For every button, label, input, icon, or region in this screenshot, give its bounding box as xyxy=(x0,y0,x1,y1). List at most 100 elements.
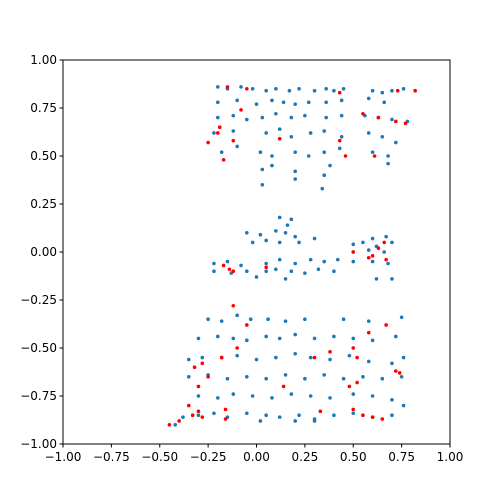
scatter-point xyxy=(322,259,327,264)
scatter-point xyxy=(254,275,259,279)
x-tick-label: −0.50 xyxy=(141,450,178,464)
scatter-point xyxy=(397,371,402,375)
scatter-point xyxy=(258,232,263,237)
y-tick-label: 1.00 xyxy=(30,53,57,67)
scatter-point xyxy=(339,135,344,139)
scatter-point xyxy=(332,269,336,274)
scatter-point xyxy=(380,90,385,95)
scatter-point xyxy=(351,411,356,416)
scatter-point xyxy=(413,88,417,93)
scatter-point xyxy=(221,263,226,268)
scatter-point xyxy=(274,229,278,233)
scatter-point xyxy=(223,407,228,412)
scatter-point xyxy=(366,255,371,260)
scatter-point xyxy=(370,150,375,154)
scatter-point xyxy=(324,115,328,120)
scatter-point xyxy=(264,265,268,270)
scatter-point xyxy=(200,415,205,419)
scatter-point xyxy=(186,403,191,408)
scatter-point xyxy=(245,231,249,235)
scatter-point xyxy=(231,129,236,133)
scatter-point xyxy=(370,259,375,264)
scatter-point xyxy=(351,250,356,254)
scatter-point xyxy=(355,380,359,385)
scatter-point xyxy=(250,394,255,398)
scatter-point xyxy=(283,277,288,281)
scatter-point xyxy=(167,423,172,427)
scatter-point xyxy=(318,409,323,414)
scatter-point xyxy=(328,163,332,168)
scatter-point xyxy=(245,411,249,416)
scatter-point xyxy=(245,87,249,91)
scatter-point xyxy=(245,338,249,343)
scatter-point xyxy=(289,217,294,222)
scatter-point xyxy=(277,215,282,220)
scatter-point xyxy=(196,409,201,414)
scatter-point xyxy=(390,88,394,93)
scatter-point xyxy=(347,353,352,358)
scatter-point xyxy=(366,319,371,323)
scatter-point xyxy=(297,87,301,91)
scatter-point xyxy=(293,419,298,423)
scatter-point xyxy=(370,236,375,241)
scatter-point xyxy=(337,90,342,95)
scatter-point xyxy=(231,269,236,274)
scatter-point xyxy=(386,261,390,266)
scatter-point xyxy=(192,365,197,370)
scatter-point xyxy=(366,330,371,335)
x-tick-label: 0.25 xyxy=(292,450,319,464)
y-tick-label: 0.25 xyxy=(30,197,57,211)
x-tick-label: 0.00 xyxy=(243,450,270,464)
y-tick-label: 0.75 xyxy=(30,101,57,115)
scatter-point xyxy=(289,135,294,139)
scatter-point xyxy=(328,350,332,354)
scatter-point xyxy=(308,394,313,398)
scatter-point xyxy=(245,323,249,327)
scatter-point xyxy=(248,317,253,322)
scatter-point xyxy=(370,88,375,93)
scatter-point xyxy=(219,355,224,360)
scatter-point xyxy=(382,100,387,105)
scatter-point xyxy=(285,223,290,227)
scatter-point xyxy=(328,357,332,362)
scatter-point xyxy=(324,87,328,91)
scatter-point xyxy=(347,384,352,389)
scatter-point xyxy=(231,303,236,308)
scatter-point xyxy=(239,85,243,89)
scatter-point xyxy=(390,240,394,245)
scatter-point xyxy=(190,413,195,418)
scatter-point xyxy=(206,140,210,145)
scatter-point xyxy=(277,336,282,341)
scatter-point xyxy=(337,138,342,143)
x-tick-label: −0.25 xyxy=(190,450,227,464)
scatter-point xyxy=(287,88,292,93)
scatter-point xyxy=(341,376,346,381)
scatter-point xyxy=(283,373,288,377)
scatter-point xyxy=(235,98,239,103)
scatter-point xyxy=(355,355,359,360)
scatter-point xyxy=(231,138,236,143)
scatter-point xyxy=(394,369,398,373)
scatter-point xyxy=(196,336,201,341)
scatter-point xyxy=(217,125,222,129)
scatter-point xyxy=(264,238,268,243)
scatter-point xyxy=(341,317,346,322)
scatter-point xyxy=(289,269,294,274)
scatter-point xyxy=(264,88,268,93)
scatter-point xyxy=(219,319,224,323)
scatter-point xyxy=(283,231,288,235)
scatter-point xyxy=(380,135,385,139)
scatter-point xyxy=(322,129,327,133)
scatter-point xyxy=(303,271,307,275)
scatter-point xyxy=(289,115,294,120)
scatter-point xyxy=(225,376,230,381)
scatter-point xyxy=(196,394,201,398)
scatter-point xyxy=(303,317,307,322)
scatter-point xyxy=(297,240,301,245)
scatter-point xyxy=(390,117,394,122)
scatter-point xyxy=(372,154,377,158)
scatter-point xyxy=(245,117,249,122)
scatter-point xyxy=(351,336,356,341)
scatter-point xyxy=(328,396,332,400)
scatter-point xyxy=(264,131,268,135)
